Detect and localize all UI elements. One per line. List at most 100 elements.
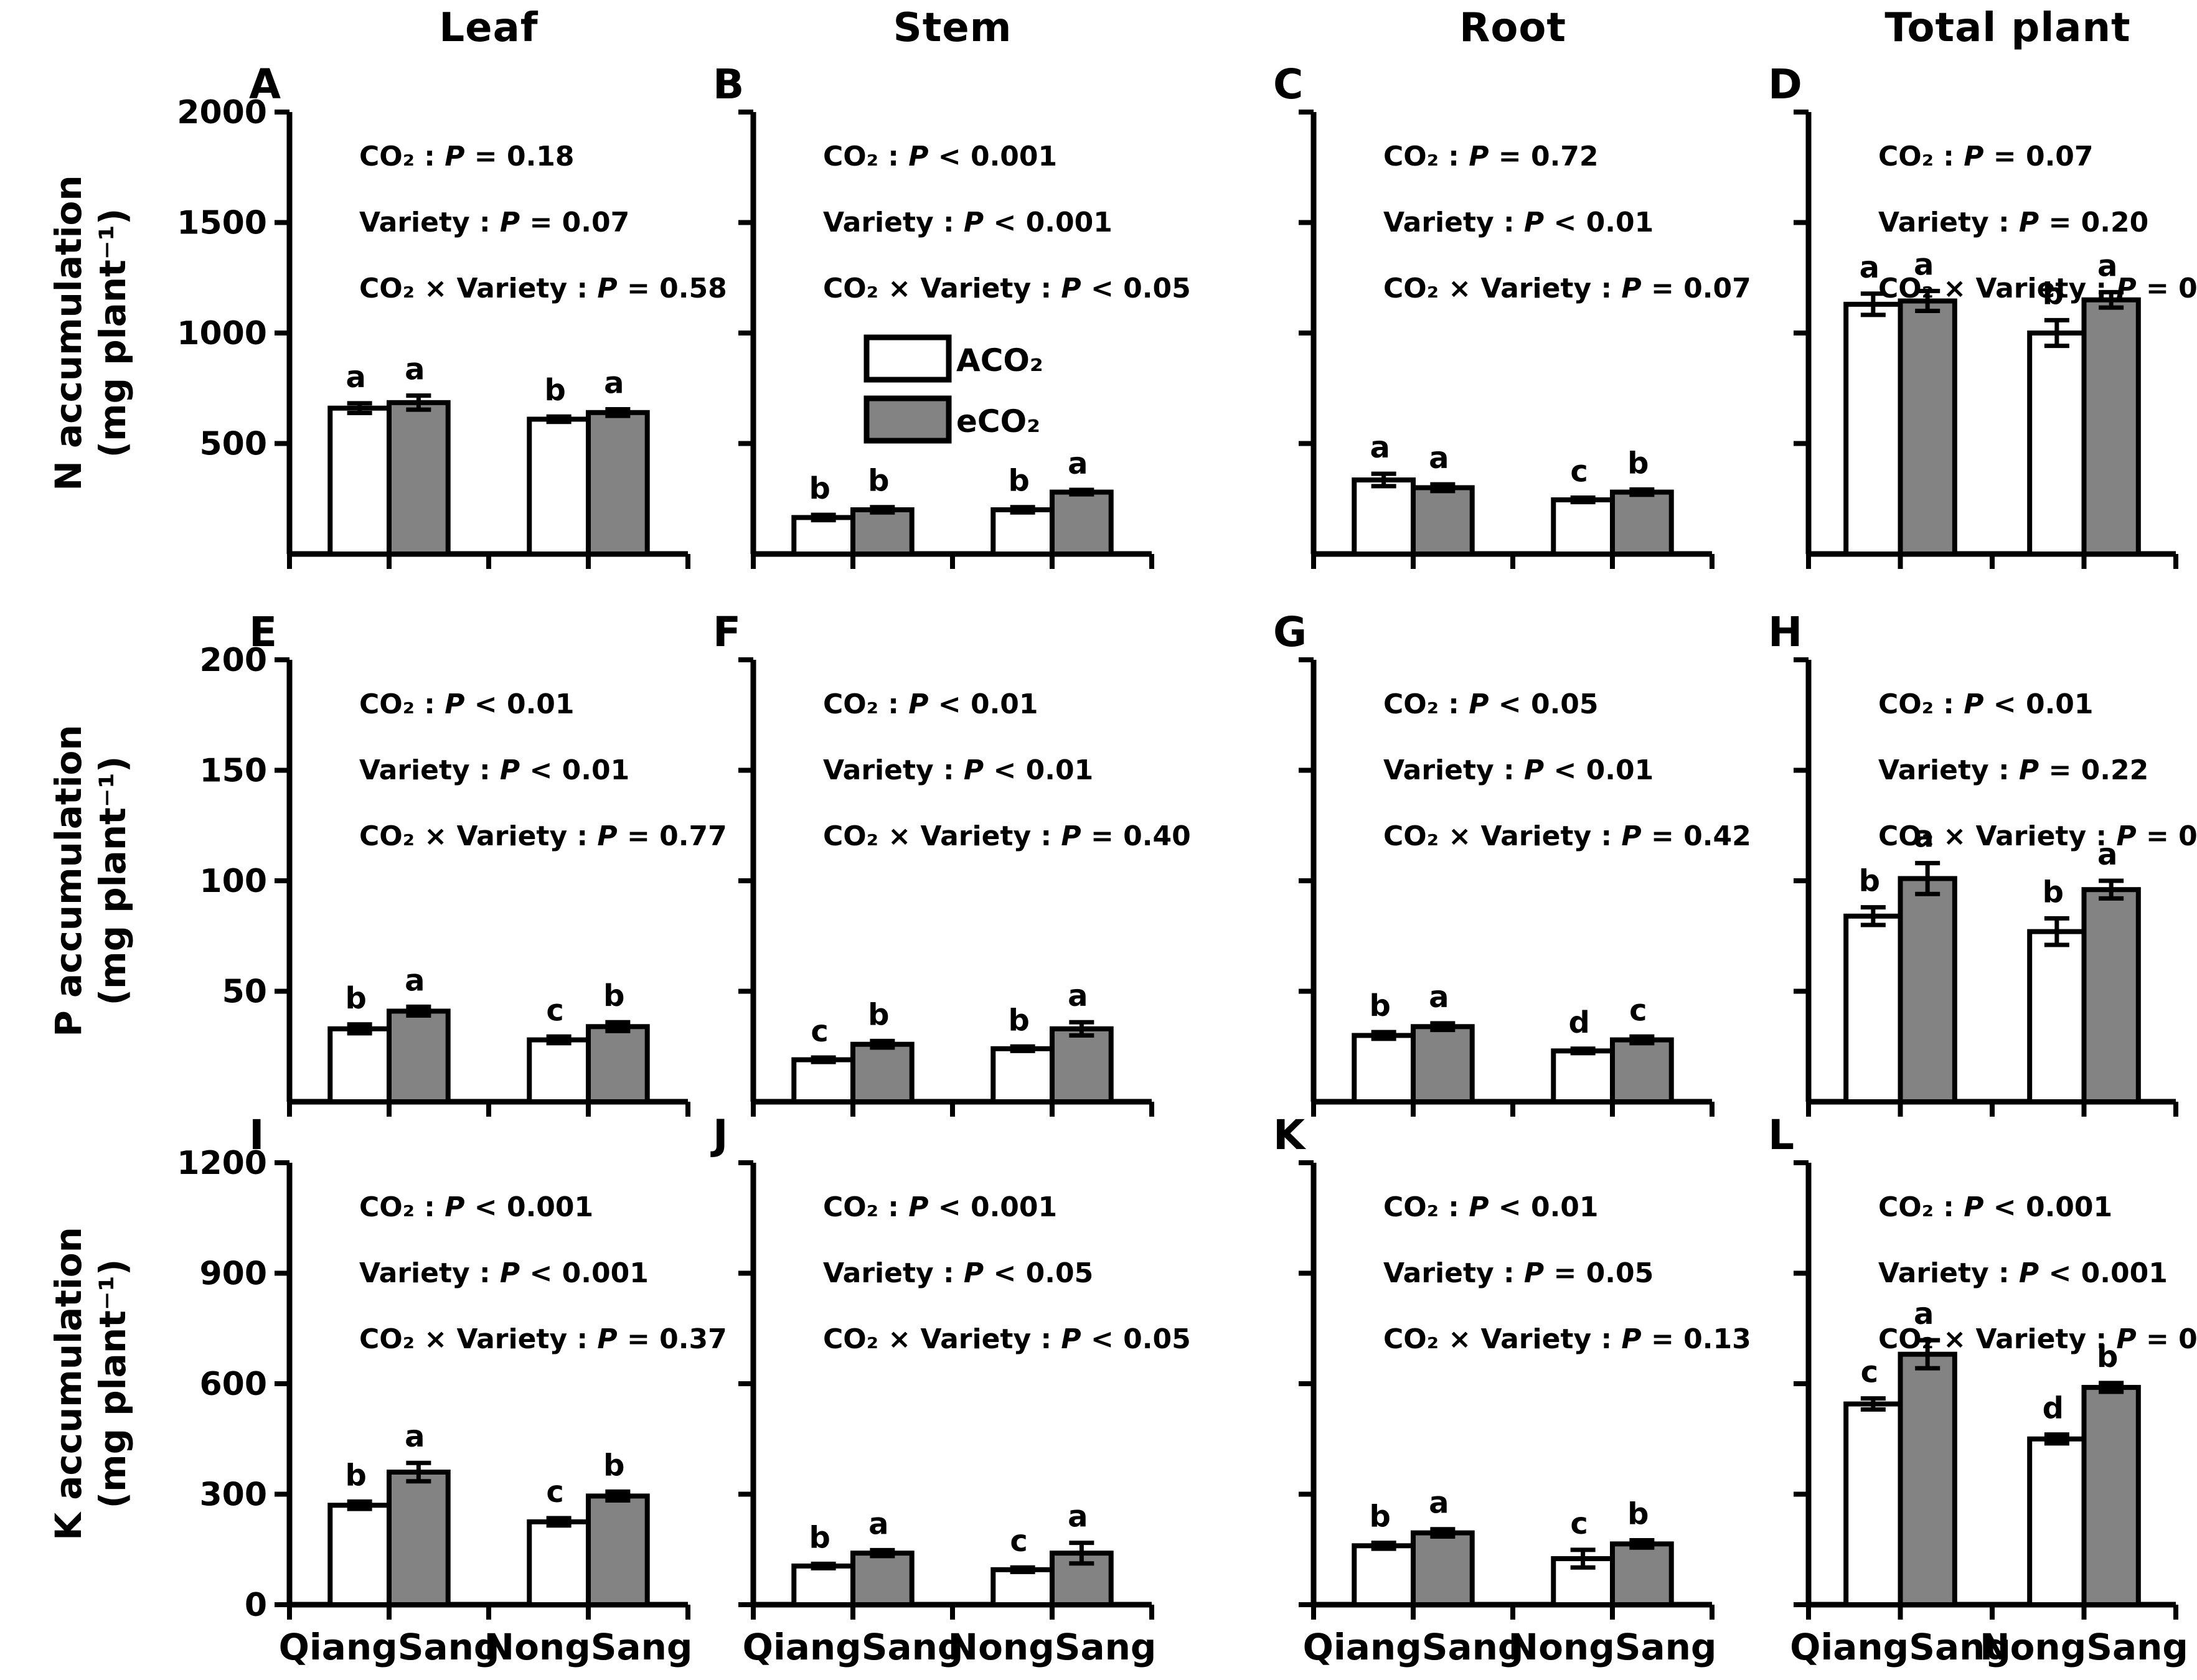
stat-line-1: CO₂ : P < 0.001 (359, 1191, 593, 1223)
stat-factor: CO₂ × Variety : (359, 820, 597, 852)
stat-factor: CO₂ : (1383, 141, 1469, 172)
sig-letter: b (1859, 864, 1880, 899)
stat-p-value: < 0.001 (928, 141, 1057, 172)
bar-A-QiangSang-ACO2 (327, 405, 392, 557)
stat-p-value: = 0.08 (2137, 273, 2197, 304)
bar-B-NongSang-ACO2 (990, 507, 1055, 556)
stat-factor: Variety : (823, 1257, 964, 1289)
stat-p-value: = 0.40 (1081, 820, 1191, 852)
bar-G-QiangSang-eCO2 (1411, 1024, 1475, 1105)
stat-factor: CO₂ × Variety : (359, 273, 597, 304)
sig-letter: c (1570, 454, 1588, 489)
stat-line-1: CO₂ : P < 0.001 (1878, 1191, 2112, 1223)
stat-line-1: CO₂ : P < 0.001 (823, 141, 1057, 172)
stat-p-value: = 0.07 (1642, 273, 1751, 304)
sig-letter: a (1914, 820, 1934, 855)
stat-factor: CO₂ × Variety : (1878, 820, 2116, 852)
x-category-label: NongSang (1980, 1626, 2188, 1668)
y-tick-label: 500 (199, 426, 267, 463)
stat-line-2: Variety : P < 0.01 (1383, 207, 1654, 238)
stat-p-value: = 0.58 (618, 273, 727, 304)
panel-label-G: G (1273, 608, 1307, 656)
panel-label-E: E (249, 608, 277, 656)
sig-letter: a (1068, 1499, 1088, 1534)
sig-letter: b (1008, 1003, 1029, 1038)
stat-p-value: < 0.05 (984, 1257, 1093, 1289)
bar-E-NongSang-ACO2 (527, 1037, 591, 1104)
p-symbol: P (964, 207, 984, 238)
bar-K-NongSang-eCO2 (1610, 1541, 1674, 1607)
p-symbol: P (2019, 1257, 2039, 1289)
p-symbol: P (445, 1191, 464, 1223)
panel-C: C CO₂ : P = 0.72 Variety : P < 0.01 CO₂ × V… (1273, 60, 1751, 569)
x-category-label: NongSang (1508, 1626, 1717, 1668)
sig-letter: a (405, 1419, 425, 1454)
stat-p-value: = 0.72 (1489, 141, 1598, 172)
stat-line-1: CO₂ : P < 0.01 (1383, 1191, 1599, 1223)
sig-letter: b (1008, 464, 1029, 499)
stat-line-1: CO₂ : P < 0.05 (1383, 688, 1599, 720)
stat-p-value: < 0.001 (520, 1257, 649, 1289)
stat-factor: Variety : (359, 754, 500, 786)
stat-line-3: CO₂ × Variety : P = 0.42 (1383, 820, 1751, 852)
stat-line-3: CO₂ × Variety : P = 0.13 (1383, 1323, 1751, 1355)
stat-p-value: < 0.01 (520, 754, 629, 786)
stat-line-1: CO₂ : P = 0.07 (1878, 141, 2094, 172)
p-symbol: P (500, 1257, 520, 1289)
stat-p-value: = 0.05 (1544, 1257, 1654, 1289)
stat-line-2: Variety : P = 0.05 (1383, 1257, 1654, 1289)
stat-factor: Variety : (1878, 754, 2019, 786)
sig-letter: a (868, 1506, 888, 1541)
sig-letter: b (345, 1458, 366, 1493)
sig-letter: b (868, 997, 889, 1032)
stat-factor: CO₂ : (1383, 1191, 1469, 1223)
stat-line-2: Variety : P < 0.001 (1878, 1257, 2168, 1289)
panel-label-K: K (1273, 1111, 1307, 1159)
stat-line-3: CO₂ × Variety : P < 0.05 (823, 1323, 1191, 1355)
stat-p-value: < 0.01 (464, 688, 574, 720)
bar-G-NongSang-eCO2 (1610, 1037, 1674, 1104)
sig-letter: c (811, 1014, 828, 1049)
bar-G-QiangSang-ACO2 (1352, 1033, 1416, 1104)
y-tick-label: 300 (199, 1476, 267, 1514)
sig-letter: a (1860, 250, 1879, 285)
stat-p-value: < 0.001 (2039, 1257, 2168, 1289)
stat-p-value: < 0.05 (1081, 273, 1191, 304)
stat-line-2: Variety : P < 0.01 (823, 754, 1093, 786)
stat-factor: CO₂ × Variety : (359, 1323, 597, 1355)
stat-factor: CO₂ × Variety : (1383, 1323, 1621, 1355)
bar-I-NongSang-ACO2 (527, 1519, 591, 1607)
x-category-label: QiangSang (743, 1626, 964, 1668)
p-symbol: P (1061, 820, 1081, 852)
stat-factor: Variety : (1878, 1257, 2019, 1289)
bar-I-NongSang-eCO2 (586, 1493, 650, 1607)
panel-G: G CO₂ : P < 0.05 Variety : P < 0.01 CO₂ × V… (1273, 608, 1751, 1117)
legend-label-aco2: ACO₂ (956, 342, 1043, 378)
bar-C-NongSang-ACO2 (1551, 497, 1616, 557)
sig-letter: a (604, 365, 624, 400)
sig-letter: a (1914, 1297, 1934, 1331)
bar-L-QiangSang-eCO2 (1898, 1351, 1957, 1608)
y-tick-label: 200 (199, 642, 267, 679)
y-tick-label: 1200 (177, 1145, 267, 1182)
bar-H-QiangSang-ACO2 (1843, 913, 1903, 1105)
bar-G-NongSang-ACO2 (1551, 1048, 1616, 1104)
stat-line-2: Variety : P < 0.05 (823, 1257, 1093, 1289)
bar-F-QiangSang-ACO2 (791, 1057, 856, 1105)
p-symbol: P (1964, 141, 1983, 172)
stat-factor: CO₂ : (1878, 141, 1964, 172)
stat-p-value: < 0.01 (1983, 688, 2093, 720)
bar-B-QiangSang-eCO2 (850, 507, 915, 556)
stat-line-2: Variety : P < 0.001 (823, 207, 1113, 238)
stat-p-value: = 0.22 (2039, 754, 2148, 786)
stat-line-1: CO₂ : P < 0.01 (359, 688, 575, 720)
bar-E-QiangSang-ACO2 (327, 1026, 392, 1104)
sig-letter: b (1627, 446, 1649, 481)
legend-swatch-eco2 (863, 395, 952, 444)
sig-letter: b (2043, 276, 2064, 311)
bar-F-QiangSang-eCO2 (850, 1041, 915, 1104)
stat-factor: CO₂ × Variety : (1383, 273, 1621, 304)
